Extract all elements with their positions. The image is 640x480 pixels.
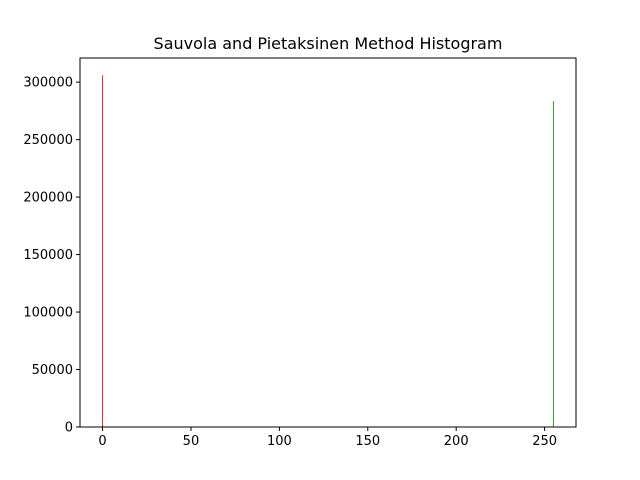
y-tick-label: 300000: [23, 76, 73, 91]
y-tick-label: 150000: [23, 248, 73, 263]
x-tick-label: 0: [98, 434, 106, 449]
x-tick-label: 250: [532, 434, 557, 449]
plot-area: 0 50 100 150 200 250 0 50000 100000 150000 200000 2…: [23, 57, 577, 449]
x-tick-label: 50: [183, 434, 200, 449]
x-tick-label: 100: [267, 434, 292, 449]
x-tick-label: 150: [355, 434, 380, 449]
chart-title: Sauvola and Pietaksinen Method Histogram: [154, 34, 503, 53]
y-tick-label: 200000: [23, 191, 73, 206]
y-tick-label: 50000: [32, 363, 73, 378]
y-tick-label: 250000: [23, 133, 73, 148]
y-tick-label: 100000: [23, 306, 73, 321]
histogram-bar: [552, 101, 554, 428]
histogram-bar: [102, 75, 104, 428]
y-tick-label: 0: [65, 421, 73, 436]
axes-frame: [79, 57, 577, 428]
x-tick-label: 200: [444, 434, 469, 449]
